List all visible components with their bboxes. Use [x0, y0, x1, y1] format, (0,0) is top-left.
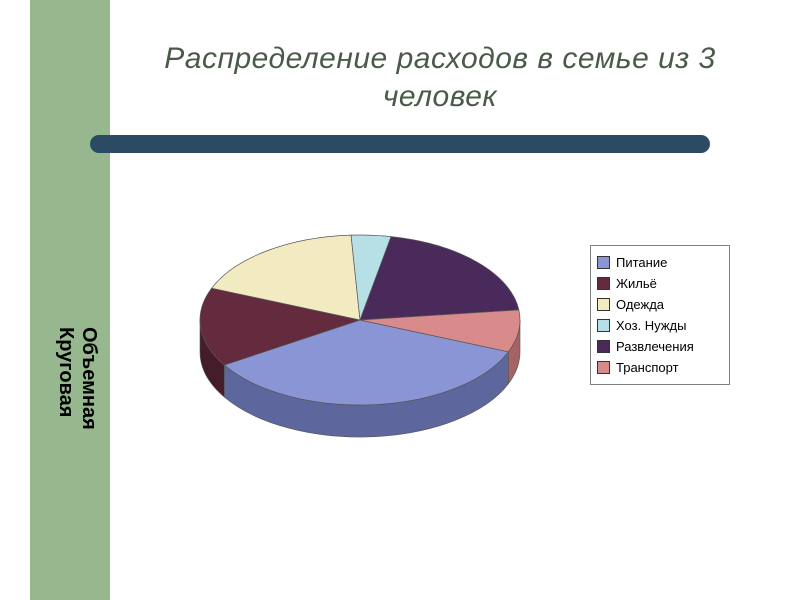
- legend-item: Развлечения: [597, 336, 723, 357]
- chart-legend: Питание Жильё Одежда Хоз. Нужды Развлечения Т…: [590, 245, 730, 385]
- legend-item: Транспорт: [597, 357, 723, 378]
- legend-item: Жильё: [597, 273, 723, 294]
- legend-swatch: [597, 340, 610, 353]
- legend-swatch: [597, 319, 610, 332]
- title-region: Распределение расходов в семье из 3 чело…: [120, 40, 760, 115]
- legend-swatch: [597, 277, 610, 290]
- legend-label: Развлечения: [616, 339, 694, 354]
- pie-chart: [160, 200, 560, 460]
- page-title: Распределение расходов в семье из 3 чело…: [120, 40, 760, 115]
- legend-label: Транспорт: [616, 360, 679, 375]
- legend-swatch: [597, 361, 610, 374]
- legend-swatch: [597, 298, 610, 311]
- legend-item: Питание: [597, 252, 723, 273]
- legend-item: Хоз. Нужды: [597, 315, 723, 336]
- legend-label: Одежда: [616, 297, 664, 312]
- legend-label: Питание: [616, 255, 667, 270]
- legend-label: Хоз. Нужды: [616, 318, 686, 333]
- vertical-label-line-2: Круговая: [54, 327, 77, 430]
- title-underline: [90, 135, 710, 153]
- legend-item: Одежда: [597, 294, 723, 315]
- legend-swatch: [597, 256, 610, 269]
- legend-label: Жильё: [616, 276, 657, 291]
- vertical-chart-label: Объемная Круговая: [54, 327, 100, 430]
- left-accent-band: [30, 0, 110, 600]
- vertical-label-line-1: Объемная: [77, 327, 100, 430]
